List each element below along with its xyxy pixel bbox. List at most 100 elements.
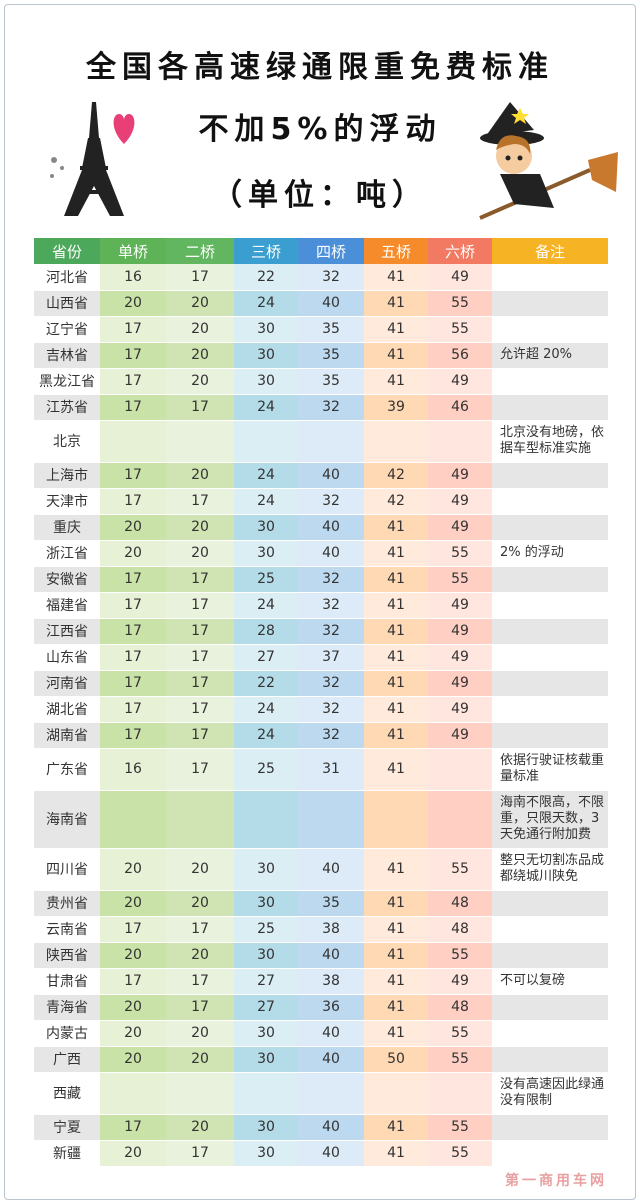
axle-2-limit-cell: 17 bbox=[166, 916, 234, 943]
axle-2-limit-cell bbox=[166, 790, 234, 849]
axle-2-limit-cell: 17 bbox=[166, 644, 234, 671]
axle-6-limit-cell: 48 bbox=[428, 994, 492, 1021]
axle-2-limit-cell: 20 bbox=[166, 514, 234, 541]
axle-4-limit-cell: 32 bbox=[298, 394, 364, 421]
axle-3-limit-cell: 24 bbox=[234, 290, 298, 317]
remarks-cell bbox=[492, 890, 608, 917]
province-cell: 内蒙古 bbox=[34, 1020, 100, 1047]
eiffel-tower-icon bbox=[50, 102, 124, 216]
remarks-cell bbox=[492, 1046, 608, 1073]
table-row: 青海省 20 17 27 36 41 48 bbox=[34, 994, 608, 1021]
province-cell: 重庆 bbox=[34, 514, 100, 541]
header-axle-4: 四桥 bbox=[298, 238, 364, 264]
axle-5-limit-cell bbox=[364, 420, 428, 463]
axle-4-limit-cell: 36 bbox=[298, 994, 364, 1021]
axle-1-limit-cell: 16 bbox=[100, 264, 166, 291]
axle-2-limit-cell: 17 bbox=[166, 748, 234, 791]
remarks-cell: 依据行驶证核载重量标准 bbox=[492, 748, 608, 791]
axle-1-limit-cell: 17 bbox=[100, 462, 166, 489]
axle-2-limit-cell: 17 bbox=[166, 394, 234, 421]
axle-1-limit-cell: 17 bbox=[100, 1114, 166, 1141]
axle-3-limit-cell: 30 bbox=[234, 1140, 298, 1167]
axle-3-limit-cell: 28 bbox=[234, 618, 298, 645]
axle-4-limit-cell: 40 bbox=[298, 942, 364, 969]
remarks-cell bbox=[492, 514, 608, 541]
remarks-cell: 没有高速因此绿通没有限制 bbox=[492, 1072, 608, 1115]
axle-3-limit-cell bbox=[234, 1072, 298, 1115]
axle-4-limit-cell: 40 bbox=[298, 848, 364, 891]
table-row: 河北省 16 17 22 32 41 49 bbox=[34, 264, 608, 291]
axle-3-limit-cell: 30 bbox=[234, 540, 298, 567]
remarks-cell bbox=[492, 462, 608, 489]
axle-2-limit-cell bbox=[166, 1072, 234, 1115]
axle-3-limit-cell: 24 bbox=[234, 462, 298, 489]
axle-6-limit-cell: 49 bbox=[428, 368, 492, 395]
axle-5-limit-cell: 50 bbox=[364, 1046, 428, 1073]
table-row: 海南省 海南不限高，不限重，只限天数，3天免通行附加费 bbox=[34, 790, 608, 849]
axle-4-limit-cell: 32 bbox=[298, 670, 364, 697]
table-row: 黑龙江省 17 20 30 35 41 49 bbox=[34, 368, 608, 395]
axle-3-limit-cell: 30 bbox=[234, 368, 298, 395]
axle-4-limit-cell: 40 bbox=[298, 514, 364, 541]
axle-3-limit-cell: 30 bbox=[234, 1046, 298, 1073]
axle-6-limit-cell: 49 bbox=[428, 696, 492, 723]
axle-1-limit-cell: 20 bbox=[100, 1046, 166, 1073]
province-cell: 广西 bbox=[34, 1046, 100, 1073]
province-cell: 福建省 bbox=[34, 592, 100, 619]
remarks-cell bbox=[492, 942, 608, 969]
page-title: 全国各高速绿通限重免费标准 bbox=[86, 50, 554, 85]
province-cell: 河北省 bbox=[34, 264, 100, 291]
watermark-logo: 第一商用车网 bbox=[505, 1173, 607, 1189]
axle-5-limit-cell: 41 bbox=[364, 1114, 428, 1141]
province-cell: 湖北省 bbox=[34, 696, 100, 723]
axle-6-limit-cell bbox=[428, 748, 492, 791]
axle-1-limit-cell: 20 bbox=[100, 890, 166, 917]
axle-6-limit-cell: 55 bbox=[428, 1020, 492, 1047]
table-row: 贵州省 20 20 30 35 41 48 bbox=[34, 890, 608, 917]
axle-6-limit-cell: 49 bbox=[428, 968, 492, 995]
axle-5-limit-cell: 41 bbox=[364, 696, 428, 723]
axle-1-limit-cell: 17 bbox=[100, 566, 166, 593]
axle-4-limit-cell: 40 bbox=[298, 1020, 364, 1047]
axle-1-limit-cell: 20 bbox=[100, 290, 166, 317]
header-axle-3: 三桥 bbox=[234, 238, 298, 264]
axle-3-limit-cell: 24 bbox=[234, 722, 298, 749]
axle-3-limit-cell: 27 bbox=[234, 994, 298, 1021]
province-cell: 湖南省 bbox=[34, 722, 100, 749]
axle-5-limit-cell bbox=[364, 1072, 428, 1115]
axle-1-limit-cell bbox=[100, 790, 166, 849]
axle-3-limit-cell: 24 bbox=[234, 488, 298, 515]
axle-6-limit-cell: 48 bbox=[428, 890, 492, 917]
table-row: 辽宁省 17 20 30 35 41 55 bbox=[34, 316, 608, 343]
province-cell: 江西省 bbox=[34, 618, 100, 645]
remarks-cell: 允许超 20% bbox=[492, 342, 608, 369]
axle-3-limit-cell: 30 bbox=[234, 848, 298, 891]
remarks-cell: 2% 的浮动 bbox=[492, 540, 608, 567]
axle-6-limit-cell: 49 bbox=[428, 722, 492, 749]
remarks-cell bbox=[492, 722, 608, 749]
axle-5-limit-cell: 41 bbox=[364, 722, 428, 749]
remarks-cell bbox=[492, 394, 608, 421]
axle-6-limit-cell: 55 bbox=[428, 1046, 492, 1073]
axle-4-limit-cell: 35 bbox=[298, 316, 364, 343]
table-row: 吉林省 17 20 30 35 41 56 允许超 20% bbox=[34, 342, 608, 369]
axle-2-limit-cell: 20 bbox=[166, 540, 234, 567]
header-axle-6: 六桥 bbox=[428, 238, 492, 264]
province-cell: 宁夏 bbox=[34, 1114, 100, 1141]
axle-3-limit-cell bbox=[234, 420, 298, 463]
province-cell: 西藏 bbox=[34, 1072, 100, 1115]
axle-3-limit-cell bbox=[234, 790, 298, 849]
axle-6-limit-cell: 56 bbox=[428, 342, 492, 369]
axle-6-limit-cell: 49 bbox=[428, 644, 492, 671]
axle-3-limit-cell: 22 bbox=[234, 670, 298, 697]
axle-5-limit-cell: 41 bbox=[364, 368, 428, 395]
axle-3-limit-cell: 30 bbox=[234, 514, 298, 541]
axle-6-limit-cell bbox=[428, 420, 492, 463]
axle-5-limit-cell: 41 bbox=[364, 644, 428, 671]
axle-1-limit-cell: 16 bbox=[100, 748, 166, 791]
axle-1-limit-cell: 20 bbox=[100, 942, 166, 969]
axle-6-limit-cell: 55 bbox=[428, 316, 492, 343]
axle-6-limit-cell bbox=[428, 790, 492, 849]
axle-6-limit-cell: 49 bbox=[428, 592, 492, 619]
axle-1-limit-cell: 17 bbox=[100, 342, 166, 369]
